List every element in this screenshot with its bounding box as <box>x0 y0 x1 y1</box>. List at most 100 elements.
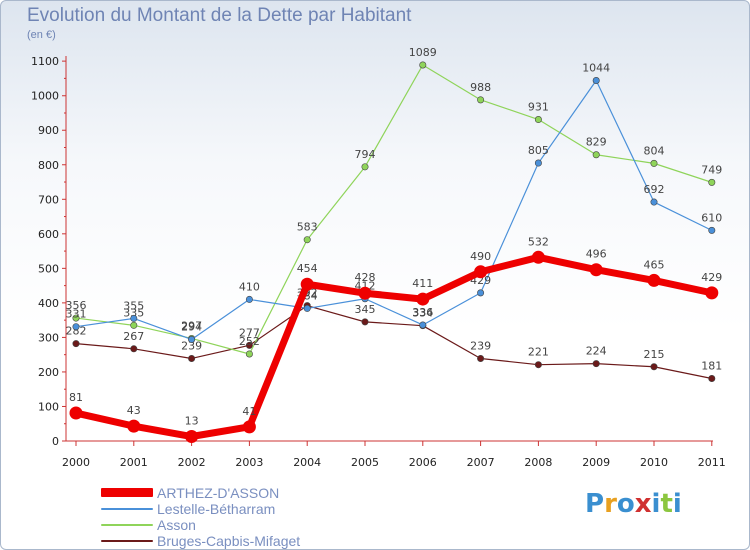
data-label: 355 <box>123 299 144 312</box>
logo-letter: P <box>585 489 605 519</box>
data-point <box>242 420 256 434</box>
logo-letter: i <box>672 489 682 519</box>
y-tick-label: 400 <box>38 297 59 310</box>
data-point <box>130 314 138 322</box>
y-tick-label: 700 <box>38 193 59 206</box>
data-point <box>592 151 600 159</box>
y-tick-label: 100 <box>38 400 59 413</box>
data-label: 81 <box>69 391 83 404</box>
data-point <box>300 277 314 291</box>
data-label: 239 <box>181 339 202 352</box>
data-point <box>477 96 485 104</box>
series-line <box>75 64 713 355</box>
x-tick-label: 2000 <box>62 456 90 469</box>
y-tick-label: 800 <box>38 159 59 172</box>
data-label: 345 <box>355 303 376 316</box>
data-label: 181 <box>701 360 722 373</box>
data-label: 428 <box>355 271 376 284</box>
data-point <box>705 286 719 300</box>
data-label: 988 <box>470 81 491 94</box>
data-point <box>245 350 253 358</box>
line-chart: 0 100 200 300 400 500 600 700 800 900 1000 1100 2000… <box>31 46 726 469</box>
data-point <box>188 354 196 362</box>
series-line <box>72 253 716 441</box>
y-tick-label: 300 <box>38 331 59 344</box>
data-point <box>477 354 485 362</box>
x-tick-label: 2006 <box>409 456 437 469</box>
data-point <box>72 340 80 348</box>
data-point <box>245 295 253 303</box>
data-point <box>477 289 485 297</box>
data-point <box>303 236 311 244</box>
data-point <box>650 159 658 167</box>
data-point <box>185 430 199 444</box>
data-point <box>589 263 603 277</box>
y-tick-label: 900 <box>38 124 59 137</box>
x-tick-label: 2005 <box>351 456 379 469</box>
data-point <box>188 335 196 343</box>
x-tick-label: 2002 <box>178 456 206 469</box>
data-point <box>361 318 369 326</box>
data-label: 532 <box>528 235 549 248</box>
data-point <box>361 163 369 171</box>
series-line <box>75 79 713 341</box>
legend-label: Asson <box>157 517 196 533</box>
data-label: 490 <box>470 250 491 263</box>
data-point <box>245 341 253 349</box>
x-tick-label: 2011 <box>698 456 726 469</box>
data-label: 282 <box>66 325 87 338</box>
data-point <box>303 304 311 312</box>
data-point <box>416 292 430 306</box>
y-tick-label: 500 <box>38 262 59 275</box>
x-tick-label: 2007 <box>467 456 495 469</box>
logo-letter: x <box>634 489 652 519</box>
x-tick-label: 2001 <box>120 456 148 469</box>
data-point <box>534 361 542 369</box>
data-label: 267 <box>123 330 144 343</box>
data-point <box>474 265 488 279</box>
logo-letter: t <box>660 489 673 519</box>
data-label: 805 <box>528 144 549 157</box>
logo-letter: r <box>604 489 617 519</box>
data-point <box>72 314 80 322</box>
chart-subtitle: (en €) <box>27 29 56 41</box>
x-tick-label: 2003 <box>235 456 263 469</box>
x-tick-label: 2004 <box>293 456 321 469</box>
data-label: 221 <box>528 346 549 359</box>
data-label: 277 <box>239 326 260 339</box>
legend-label: Lestelle-Bétharram <box>157 501 276 517</box>
legend-label: Bruges-Capbis-Mifaget <box>157 533 301 549</box>
data-point <box>650 363 658 371</box>
data-point <box>127 419 141 433</box>
data-label: 794 <box>355 148 376 161</box>
data-point <box>130 321 138 329</box>
data-point <box>708 178 716 186</box>
legend-swatch <box>101 508 153 510</box>
data-label: 1089 <box>409 46 437 59</box>
legend-label: ARTHEZ-D'ASSON <box>157 485 280 501</box>
data-point <box>650 198 658 206</box>
chart-title: Evolution du Montant de la Dette par Hab… <box>27 5 412 26</box>
series-line <box>75 305 713 380</box>
data-point <box>647 273 661 287</box>
proxiti-logo: Proxiti <box>585 489 682 519</box>
data-label: 215 <box>644 348 665 361</box>
data-label: 334 <box>412 307 433 320</box>
data-label: 465 <box>644 258 665 271</box>
data-label: 931 <box>528 101 549 114</box>
legend-swatch <box>101 540 153 542</box>
data-label: 239 <box>470 339 491 352</box>
data-point <box>534 116 542 124</box>
y-tick-label: 0 <box>52 435 59 448</box>
data-label: 13 <box>185 415 199 428</box>
y-tick-label: 200 <box>38 366 59 379</box>
data-point <box>531 250 545 264</box>
data-point <box>534 159 542 167</box>
data-label: 410 <box>239 280 260 293</box>
logo-letter: o <box>616 489 635 519</box>
data-label: 804 <box>644 144 665 157</box>
data-point <box>592 360 600 368</box>
data-point <box>592 77 600 85</box>
y-tick-label: 1100 <box>31 55 59 68</box>
